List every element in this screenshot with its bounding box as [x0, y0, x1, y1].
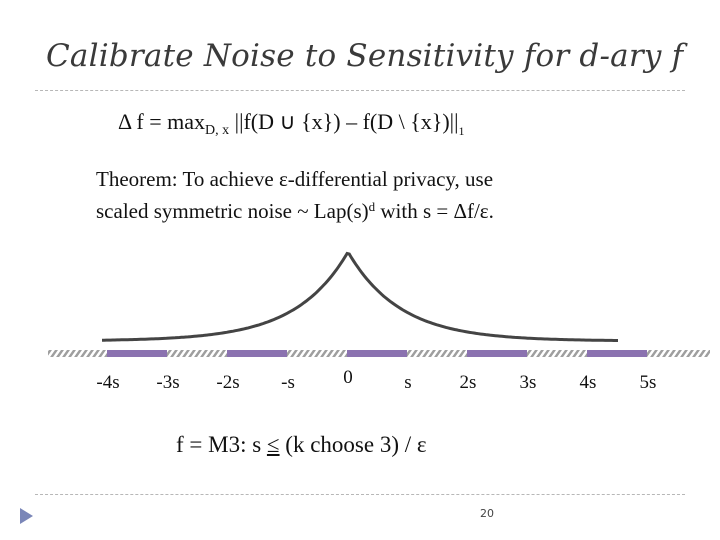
title-divider — [35, 90, 685, 91]
tick-label: -s — [281, 372, 295, 393]
slide-title: Calibrate Noise to Sensitivity for d-ary… — [46, 38, 684, 74]
axis-segment — [227, 350, 287, 357]
tick-label: -3s — [156, 372, 179, 393]
axis-segment — [347, 350, 407, 357]
formula-subscript: D, x — [205, 123, 230, 138]
tick-label: -2s — [216, 372, 239, 393]
formula-norm-subscript: 1 — [458, 124, 465, 138]
axis-segment — [467, 350, 527, 357]
theorem-line-1: Theorem: To achieve ε-differential priva… — [96, 167, 494, 191]
axis-segment — [107, 350, 167, 357]
axis-segment — [587, 350, 647, 357]
laplace-curve — [102, 251, 618, 342]
m3-bound: f = M3: s ≤ (k choose 3) / ε — [176, 432, 427, 458]
tick-label: s — [404, 372, 411, 393]
m3-bound-lhs: f = M3: s — [176, 432, 267, 457]
theorem-text: Theorem: To achieve ε-differential priva… — [96, 166, 494, 225]
formula-lhs: Δ f = max — [118, 109, 206, 134]
laplace-chart: -4s -3s -2s -s 0 s 2s 3s 4s 5s — [48, 251, 710, 393]
formula-rhs: ||f(D ∪ {x}) – f(D \ {x})|| — [229, 109, 459, 134]
footer-divider — [35, 494, 685, 495]
theorem-line-2-b: with s = Δf/ε. — [375, 199, 494, 223]
theorem-line-2: scaled symmetric noise ~ Lap(s)d with s … — [96, 193, 494, 225]
page-number: 20 — [480, 507, 494, 520]
m3-bound-rhs: (k choose 3) / ε — [279, 432, 427, 457]
theorem-superscript: d — [368, 199, 376, 214]
tick-label: 3s — [520, 372, 537, 393]
tick-label: 2s — [460, 372, 477, 393]
tick-label: -4s — [96, 372, 119, 393]
tick-label: 0 — [343, 367, 353, 388]
leq-symbol: ≤ — [266, 432, 280, 457]
tick-label: 5s — [640, 372, 657, 393]
tick-label: 4s — [580, 372, 597, 393]
nav-arrow-icon[interactable] — [20, 508, 33, 524]
theorem-line-2-a: scaled symmetric noise ~ Lap(s) — [96, 199, 369, 223]
sensitivity-formula: Δ f = maxD, x ||f(D ∪ {x}) – f(D \ {x})|… — [118, 109, 464, 139]
